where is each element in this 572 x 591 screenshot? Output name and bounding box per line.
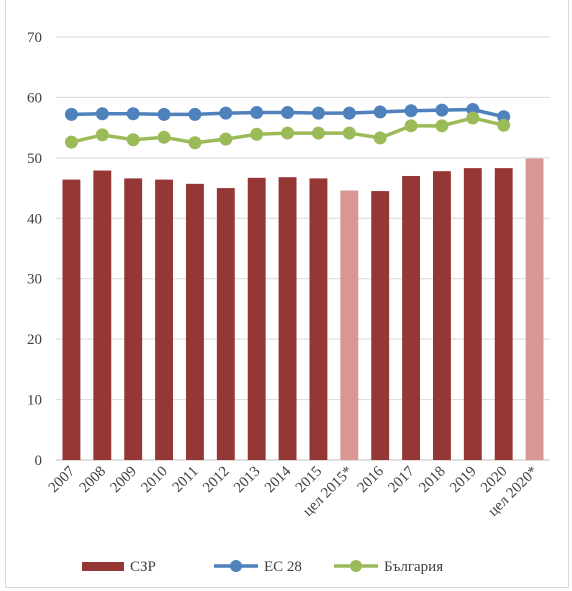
- y-tick-label: 0: [35, 453, 43, 469]
- legend: СЗР ЕС 28 България: [82, 559, 443, 575]
- x-tick-label: 2011: [170, 464, 202, 496]
- bar-2020: [494, 168, 513, 460]
- x-tick-label: 2019: [447, 464, 480, 497]
- y-tick-label: 30: [27, 272, 42, 288]
- line-point: [64, 107, 78, 121]
- bar-2011: [185, 183, 204, 460]
- line-point: [95, 107, 109, 121]
- x-axis-ticks: 200720082009201020112012201320142015цел …: [46, 463, 542, 520]
- legend-swatch-marker: [350, 560, 362, 572]
- line-point: [404, 104, 418, 118]
- bar-2018: [432, 171, 451, 460]
- line-point: [311, 126, 325, 140]
- bar-2010: [155, 179, 174, 460]
- line-point: [373, 131, 387, 145]
- bar-2008: [93, 170, 112, 460]
- x-tick-label: 2009: [107, 464, 140, 497]
- bar-2009: [124, 178, 143, 460]
- line-point: [157, 130, 171, 144]
- x-tick-label: 2014: [262, 463, 295, 496]
- x-tick-label: 2013: [231, 464, 264, 497]
- bar-2012: [216, 188, 235, 461]
- legend-label: СЗР: [130, 559, 156, 575]
- x-tick-label: 2012: [200, 464, 233, 497]
- line-point: [157, 107, 171, 121]
- line-point: [250, 106, 264, 120]
- legend-swatch-bar: [82, 562, 124, 571]
- legend-label: България: [384, 559, 443, 575]
- bar-2007: [62, 179, 81, 460]
- line-point: [404, 119, 418, 133]
- line-point: [219, 106, 233, 120]
- x-tick-label: 2018: [416, 464, 449, 497]
- line-point: [435, 119, 449, 133]
- line-series: [64, 103, 511, 150]
- x-tick-label: 2008: [77, 464, 110, 497]
- x-tick-label: 2010: [138, 464, 171, 497]
- line-point: [435, 103, 449, 117]
- legend-label: ЕС 28: [264, 559, 302, 575]
- bar-2015: [309, 178, 328, 460]
- line-point: [342, 126, 356, 140]
- line-point: [342, 106, 356, 120]
- line-point: [188, 136, 202, 150]
- x-tick-label: 2016: [354, 463, 387, 496]
- bar-цел2015: [340, 190, 359, 460]
- line-point: [126, 107, 140, 121]
- line-point: [188, 107, 202, 121]
- bars-series: [62, 158, 544, 461]
- line-point: [311, 106, 325, 120]
- y-tick-label: 40: [27, 211, 42, 227]
- line-point: [219, 132, 233, 146]
- chart-frame: [5, 0, 569, 588]
- line-point: [466, 111, 480, 125]
- line-point: [95, 128, 109, 142]
- line-point: [281, 126, 295, 140]
- line-point: [250, 127, 264, 141]
- line-point: [281, 106, 295, 120]
- bar-2017: [402, 175, 421, 460]
- line-point: [497, 118, 511, 132]
- x-tick-label: 2017: [385, 463, 418, 496]
- y-tick-label: 60: [27, 90, 42, 106]
- bar-2013: [247, 177, 266, 460]
- line-point: [126, 133, 140, 147]
- line-point: [64, 135, 78, 149]
- line-point: [373, 105, 387, 119]
- y-tick-label: 10: [27, 393, 42, 409]
- bar-2019: [463, 168, 482, 460]
- bar-2016: [371, 191, 390, 461]
- x-tick-label: 2007: [46, 463, 79, 496]
- y-tick-label: 50: [27, 151, 42, 167]
- legend-swatch-marker: [230, 560, 242, 572]
- y-axis-ticks: 0 10 20 30 40 50 60 70: [27, 30, 42, 469]
- bar-цел2020: [525, 158, 544, 460]
- bar-2014: [278, 177, 297, 461]
- y-tick-label: 20: [27, 332, 42, 348]
- y-tick-label: 70: [27, 30, 42, 46]
